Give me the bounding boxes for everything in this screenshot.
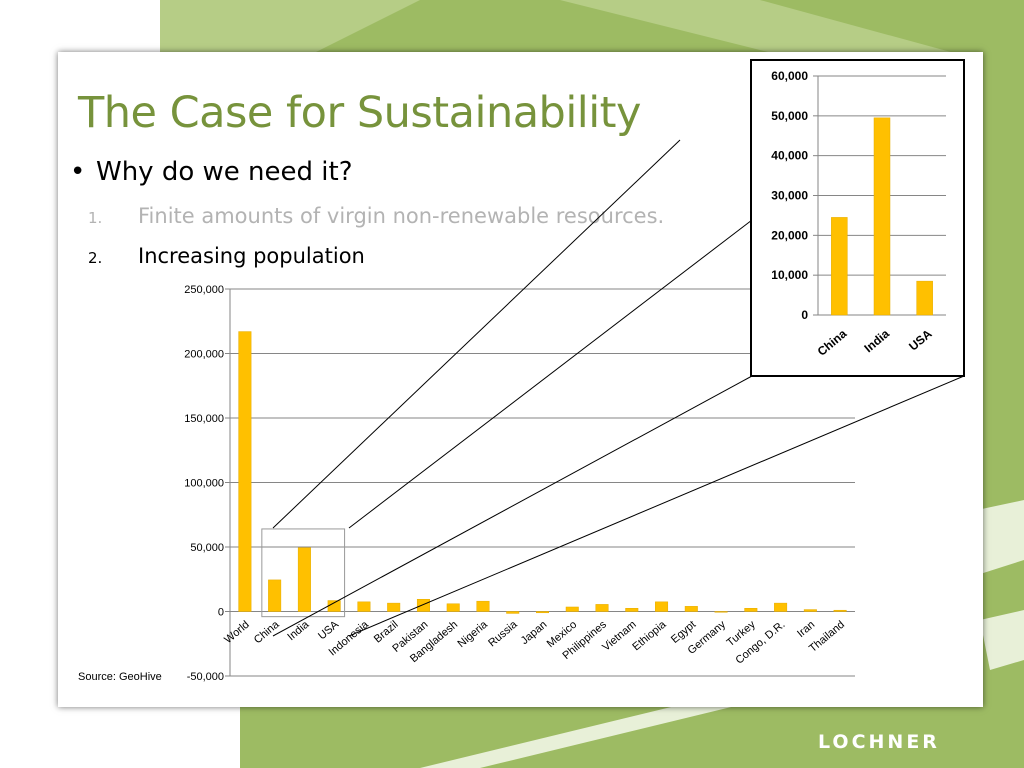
bar — [476, 600, 490, 612]
x-tick-label: Russia — [486, 618, 520, 649]
y-tick-label: 20,000 — [771, 228, 808, 242]
bar — [268, 579, 282, 612]
bar — [387, 602, 401, 612]
brand-logo: LOCHNER — [818, 731, 940, 753]
x-tick-label: Japan — [519, 619, 550, 647]
bar — [357, 601, 371, 612]
numbered-item-2: 2. Increasing population — [88, 244, 365, 268]
bar — [684, 606, 698, 612]
bar — [416, 598, 430, 612]
bar — [655, 601, 669, 612]
bar — [833, 609, 847, 612]
y-tick-label: 0 — [801, 308, 808, 322]
bar — [774, 602, 788, 612]
slide-title: The Case for Sustainability — [78, 88, 642, 138]
callout-line — [272, 375, 753, 637]
zoom-callout-lines — [272, 139, 965, 637]
bullet-dot-icon: • — [70, 157, 86, 187]
source-note: Source: GeoHive — [78, 671, 162, 683]
zoom-box — [261, 528, 346, 618]
bar — [803, 609, 817, 612]
callout-line — [272, 139, 681, 529]
bar — [714, 611, 728, 613]
y-tick-label: 0 — [218, 607, 224, 619]
y-tick-label: 50,000 — [771, 109, 808, 123]
x-tick-label: Nigeria — [455, 618, 490, 650]
y-tick-label: 50,000 — [190, 542, 224, 554]
numbered-item-1: 1. Finite amounts of virgin non-renewable… — [88, 204, 664, 228]
bar — [916, 280, 933, 316]
y-tick-label: 60,000 — [771, 69, 808, 83]
bar — [625, 608, 639, 612]
bullet-item: • Why do we need it? — [70, 157, 353, 187]
inset-bar-chart: 010,00020,00030,00040,00050,00060,000Chi… — [750, 59, 965, 377]
item-number: 2. — [88, 249, 103, 267]
y-tick-label: 40,000 — [771, 149, 808, 163]
item-number: 1. — [88, 209, 103, 227]
bar — [873, 117, 891, 316]
bullet-text: Why do we need it? — [96, 157, 353, 187]
callout-line — [348, 219, 753, 529]
callout-line — [348, 375, 965, 637]
x-tick-label: Ethiopia — [630, 618, 669, 653]
bar — [327, 600, 341, 612]
x-tick-label: Iran — [795, 619, 817, 640]
y-tick-label: 250,000 — [184, 284, 224, 296]
bar — [595, 604, 609, 612]
bar — [536, 611, 549, 614]
bar — [565, 606, 579, 612]
bar — [831, 217, 848, 316]
x-tick-label: China — [252, 618, 282, 646]
y-tick-label: 200,000 — [184, 349, 224, 361]
bar — [506, 611, 520, 614]
y-tick-label: 10,000 — [771, 268, 808, 282]
bar — [297, 547, 311, 612]
inset-frame — [750, 59, 965, 377]
bar — [446, 603, 460, 612]
y-tick-label: 30,000 — [771, 189, 808, 203]
bar — [744, 608, 758, 612]
y-tick-label: 150,000 — [184, 413, 224, 425]
item-text: Finite amounts of virgin non-renewable r… — [138, 204, 665, 228]
y-tick-label: -50,000 — [187, 671, 224, 683]
x-tick-label: World — [222, 619, 252, 647]
bar — [238, 331, 252, 612]
y-tick-label: 100,000 — [184, 478, 224, 490]
item-text: Increasing population — [138, 244, 365, 268]
